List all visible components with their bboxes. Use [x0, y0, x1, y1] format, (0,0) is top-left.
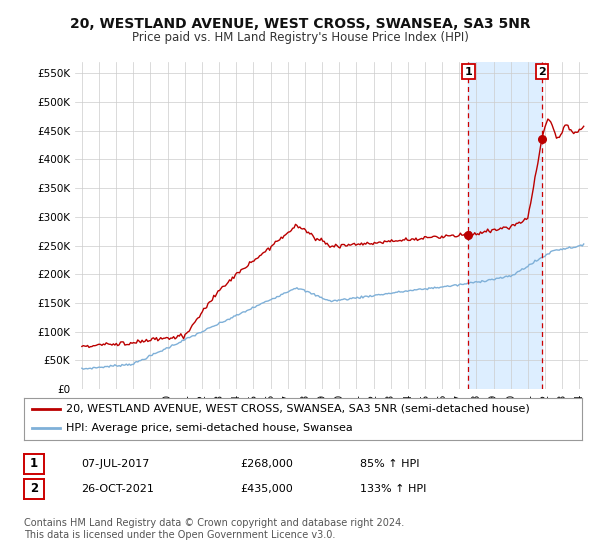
Text: 1: 1: [30, 457, 38, 470]
Text: £268,000: £268,000: [240, 459, 293, 469]
Text: 1: 1: [464, 67, 472, 77]
Text: Price paid vs. HM Land Registry's House Price Index (HPI): Price paid vs. HM Land Registry's House …: [131, 31, 469, 44]
Text: 26-OCT-2021: 26-OCT-2021: [81, 484, 154, 494]
Text: 20, WESTLAND AVENUE, WEST CROSS, SWANSEA, SA3 5NR: 20, WESTLAND AVENUE, WEST CROSS, SWANSEA…: [70, 17, 530, 31]
Text: Contains HM Land Registry data © Crown copyright and database right 2024.
This d: Contains HM Land Registry data © Crown c…: [24, 518, 404, 540]
Text: 85% ↑ HPI: 85% ↑ HPI: [360, 459, 419, 469]
Text: 07-JUL-2017: 07-JUL-2017: [81, 459, 149, 469]
Text: 133% ↑ HPI: 133% ↑ HPI: [360, 484, 427, 494]
Text: 2: 2: [538, 67, 546, 77]
Text: HPI: Average price, semi-detached house, Swansea: HPI: Average price, semi-detached house,…: [66, 423, 353, 433]
Text: 2: 2: [30, 482, 38, 496]
Text: 20, WESTLAND AVENUE, WEST CROSS, SWANSEA, SA3 5NR (semi-detached house): 20, WESTLAND AVENUE, WEST CROSS, SWANSEA…: [66, 404, 530, 414]
Text: £435,000: £435,000: [240, 484, 293, 494]
Bar: [468, 62, 542, 389]
